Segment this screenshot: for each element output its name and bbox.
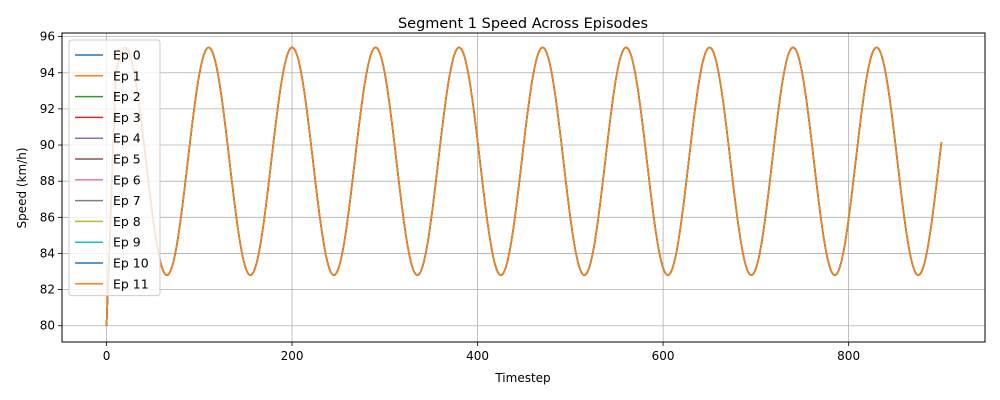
legend-label: Ep 11 — [113, 276, 149, 291]
series-line — [105, 46, 943, 326]
x-tick-label: 800 — [837, 349, 860, 363]
legend-label: Ep 3 — [113, 110, 141, 125]
y-tick-label: 96 — [40, 30, 55, 44]
y-tick-label: 82 — [40, 283, 55, 297]
legend-label: Ep 6 — [113, 172, 141, 187]
plot-frame — [61, 32, 986, 343]
x-tick-label: 0 — [103, 349, 111, 363]
legend-label: Ep 7 — [113, 193, 141, 208]
y-tick-label: 84 — [40, 246, 55, 260]
y-axis-label: Speed (km/h) — [15, 147, 29, 228]
legend-label: Ep 8 — [113, 214, 141, 229]
x-tick-label: 200 — [281, 349, 304, 363]
legend-label: Ep 10 — [113, 256, 149, 271]
y-tick-label: 86 — [40, 210, 55, 224]
x-tick-label: 400 — [466, 349, 489, 363]
axis-ticks: 0 200 400 600 800 80 82 84 86 88 90 92 94 96 — [40, 30, 860, 363]
x-axis-label: Timestep — [494, 371, 550, 385]
y-tick-label: 80 — [40, 319, 55, 333]
legend-box — [68, 39, 161, 297]
y-tick-label: 90 — [40, 138, 55, 152]
chart-title: Segment 1 Speed Across Episodes — [398, 16, 648, 32]
y-tick-label: 88 — [40, 174, 55, 188]
legend-label: Ep 2 — [113, 89, 141, 104]
y-tick-label: 94 — [40, 66, 55, 80]
series-lines — [105, 46, 943, 326]
x-tick-label: 600 — [652, 349, 675, 363]
y-tick-label: 92 — [40, 102, 55, 116]
legend: Ep 0 Ep 1 Ep 2 Ep 3 Ep 4 Ep 5 Ep 6 Ep 7 Ep 8 Ep 9… — [68, 39, 161, 297]
legend-label: Ep 1 — [113, 68, 141, 83]
legend-label: Ep 5 — [113, 152, 141, 167]
legend-label: Ep 0 — [113, 48, 141, 63]
legend-label: Ep 9 — [113, 235, 141, 250]
legend-label: Ep 4 — [113, 131, 141, 146]
